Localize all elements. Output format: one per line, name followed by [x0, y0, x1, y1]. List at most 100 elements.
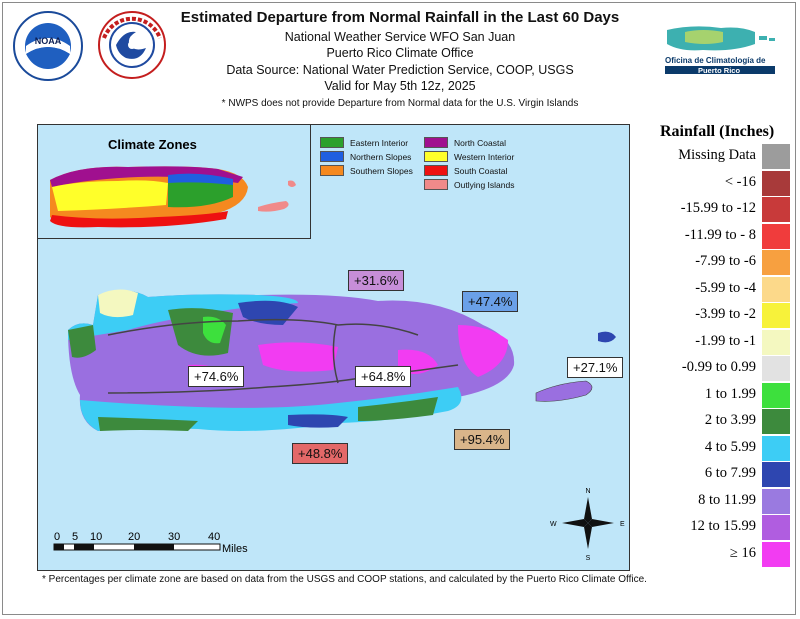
legend-item-label: -0.99 to 0.99: [681, 359, 756, 375]
zone-swatch: [424, 165, 448, 176]
south-blue: [288, 414, 348, 428]
zone-legend-south-coastal: South Coastal: [424, 165, 507, 176]
zone-label-northern-slopes: +47.4%: [462, 291, 519, 312]
legend-title: Rainfall (Inches): [660, 123, 775, 140]
compass-w: W: [550, 521, 557, 528]
legend-item: 8 to 11.99: [640, 488, 792, 515]
southeast-green: [358, 397, 438, 421]
legend-item: -7.99 to -6: [640, 249, 792, 276]
zone-label: Western Interior: [454, 151, 515, 162]
legend-swatch: [762, 329, 790, 355]
legend-item-label: ≥ 16: [729, 544, 756, 561]
zone-label: Southern Slopes: [350, 165, 413, 176]
zone-swatch: [424, 151, 448, 162]
climate-office-line1: Oficina de Climatología de: [665, 56, 766, 65]
zone-legend-outlying-islands: Outlying Islands: [424, 179, 514, 190]
legend-item-label: 1 to 1.99: [704, 385, 756, 402]
subtitle-line-1: National Weather Service WFO San Juan: [284, 30, 516, 44]
legend-item: 6 to 7.99: [640, 461, 792, 488]
legend-item: 2 to 3.99: [640, 408, 792, 435]
west-green: [68, 325, 96, 358]
legend-item-label: -7.99 to -6: [695, 253, 756, 269]
legend-item: -15.99 to -12: [640, 196, 792, 223]
legend-swatch: [762, 197, 790, 222]
zone-swatch: [424, 137, 448, 148]
legend-swatch: [762, 435, 790, 461]
legend-swatch: [762, 223, 790, 249]
scale-tick-30: 30: [168, 531, 180, 543]
inset-map: [50, 166, 296, 228]
nws-logo: [96, 8, 168, 87]
legend-item: -5.99 to -4: [640, 276, 792, 303]
inset-title: Climate Zones: [108, 137, 197, 152]
legend-swatch: [762, 303, 790, 328]
legend-item-label: -11.99 to - 8: [684, 226, 756, 243]
legend-swatch: [762, 541, 790, 567]
scale-bar: 0 5 10 20 30 40 Miles: [52, 530, 262, 561]
legend-swatch: [762, 144, 790, 169]
legend-item-label: 6 to 7.99: [704, 465, 756, 481]
scale-tick-5: 5: [72, 531, 78, 543]
culebra-island: [598, 331, 616, 343]
scale-tick-10: 10: [90, 531, 102, 543]
legend-item-label: -15.99 to -12: [680, 200, 756, 216]
legend-item-label: Missing Data: [678, 147, 756, 163]
legend-item-label: -3.99 to -2: [695, 306, 756, 322]
legend-swatch: [762, 409, 790, 434]
subtitle-line-3: Data Source: National Water Prediction S…: [226, 63, 574, 77]
zone-label-eastern-interior: +64.8%: [355, 366, 412, 387]
noaa-logo: NOAA: [12, 10, 84, 87]
zone-label-outlying-islands: +27.1%: [567, 357, 624, 378]
zone-swatch: [320, 137, 344, 148]
magenta-central: [258, 342, 338, 372]
compass-n: N: [585, 488, 590, 495]
legend-item-label: 12 to 15.99: [690, 518, 756, 534]
usvi-note: * NWPS does not provide Departure from N…: [221, 98, 579, 109]
zone-label: North Coastal: [454, 137, 506, 148]
legend-item: -1.99 to -1: [640, 329, 792, 356]
legend-item: 12 to 15.99: [640, 514, 792, 541]
legend-item-label: 2 to 3.99: [704, 412, 756, 428]
legend-item: -0.99 to 0.99: [640, 355, 792, 382]
legend-item: < -16: [640, 170, 792, 197]
zone-legend-eastern-interior: Eastern Interior: [320, 137, 408, 148]
scale-tick-40: 40: [208, 531, 220, 543]
zone-legend-western-interior: Western Interior: [424, 151, 514, 162]
scale-unit: Miles: [222, 543, 248, 555]
rainfall-map: N S E W Climate Zones Eastern Interior N…: [37, 124, 630, 571]
scale-tick-20: 20: [128, 531, 140, 543]
legend-swatch: [762, 488, 790, 514]
zone-swatch: [424, 179, 448, 190]
compass-s: S: [586, 555, 591, 562]
legend-item-label: 8 to 11.99: [698, 491, 756, 508]
zone-label-south-coastal: +48.8%: [292, 443, 349, 464]
zone-legend-north-coastal: North Coastal: [424, 137, 506, 148]
legend-item-label: 4 to 5.99: [704, 438, 756, 455]
magenta-east: [458, 325, 508, 377]
legend-item: -11.99 to - 8: [640, 223, 792, 250]
zone-boundary-central: [332, 324, 339, 384]
blue-patch-north: [238, 300, 298, 325]
legend-swatch: [762, 356, 790, 381]
zone-swatch: [320, 165, 344, 176]
zone-legend-northern-slopes: Northern Slopes: [320, 151, 411, 162]
footnote: * Percentages per climate zone are based…: [42, 574, 647, 585]
legend-swatch: [762, 462, 790, 487]
legend-swatch: [762, 382, 790, 408]
zone-legend-southern-slopes: Southern Slopes: [320, 165, 413, 176]
zone-label-western-interior: +74.6%: [188, 366, 245, 387]
zone-label: Outlying Islands: [454, 179, 515, 190]
legend-item-label: -5.99 to -4: [695, 279, 756, 296]
scale-tick-0: 0: [54, 531, 60, 543]
climate-zones-inset: Climate Zones: [38, 125, 311, 239]
zone-label-southern-slopes: +95.4%: [454, 429, 511, 450]
legend-item: 4 to 5.99: [640, 435, 792, 462]
map-title: Estimated Departure from Normal Rainfall…: [180, 9, 620, 26]
zone-label-north-coastal: +31.6%: [348, 270, 405, 291]
compass-e: E: [620, 521, 625, 528]
legend-item-label: -1.99 to -1: [695, 332, 756, 349]
zone-label: Eastern Interior: [350, 137, 409, 148]
vieques-island: [535, 380, 593, 402]
subtitle-line-2: Puerto Rico Climate Office: [326, 46, 474, 60]
